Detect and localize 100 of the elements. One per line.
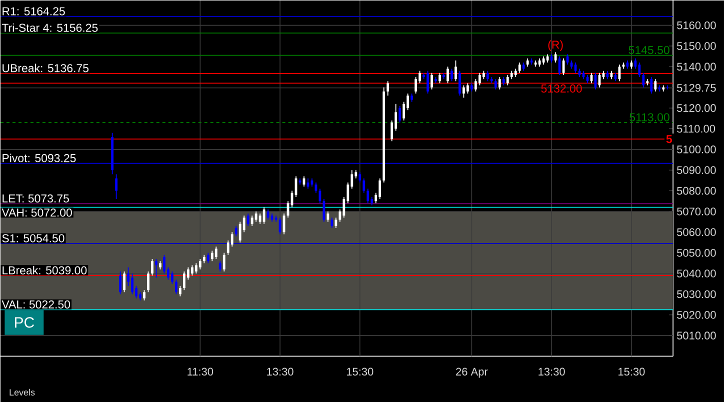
ref-line-label: 5145.50 — [628, 46, 670, 54]
candlestick — [554, 52, 557, 63]
candlestick — [638, 62, 641, 78]
candlestick — [330, 217, 334, 228]
candlestick — [398, 105, 402, 123]
candlestick — [194, 262, 198, 274]
y-tick-label: 5020.00 — [677, 310, 716, 319]
candlestick — [362, 178, 366, 194]
candlestick — [246, 212, 250, 226]
y-tick-label: 5120.00 — [677, 104, 716, 112]
y-tick-label: 5010.00 — [677, 332, 716, 340]
candlestick — [143, 290, 146, 301]
y-tick-label: 5160.00 — [677, 21, 716, 30]
annotation: 5 — [666, 134, 672, 143]
candlestick — [131, 272, 134, 295]
candlestick — [458, 70, 461, 96]
y-tick-label: 5060.00 — [677, 228, 716, 236]
y-tick-label: 5150.00 — [677, 42, 716, 50]
candlestick — [222, 252, 226, 272]
x-tick-label: 26 Apr — [456, 368, 488, 378]
candlestick — [179, 285, 182, 297]
y-tick-label: 5129.75 — [677, 84, 716, 92]
candlestick — [175, 279, 178, 295]
candlestick — [498, 76, 501, 90]
text: PC — [15, 316, 34, 328]
y-tick-label: 5140.00 — [677, 62, 716, 70]
candlestick — [115, 174, 118, 200]
text: Levels — [10, 388, 35, 396]
x-tick-label: 11:30 — [188, 368, 214, 376]
ref-line-label: LBreak: 5039.00 — [2, 266, 87, 274]
candlestick — [414, 76, 417, 94]
candlestick — [466, 82, 469, 94]
candlestick — [250, 215, 254, 226]
candlestick — [163, 254, 166, 274]
y-tick-label: 5090.00 — [677, 166, 716, 174]
annotation: (R) — [548, 40, 563, 51]
ref-line-label: 5113.00 — [630, 113, 670, 122]
y-tick-label: 5080.00 — [677, 186, 716, 195]
candlestick — [462, 84, 465, 98]
candlestick — [198, 258, 202, 270]
candlestick — [518, 62, 521, 74]
candlestick — [326, 210, 330, 222]
candlestick — [254, 210, 258, 222]
ref-line-label: S1: 5054.50 — [2, 234, 64, 242]
candlestick — [171, 270, 174, 284]
ref-line-label: VAH: 5072.00 — [2, 208, 72, 217]
candlestick — [642, 72, 645, 88]
candlestick — [386, 80, 390, 96]
candlestick — [262, 206, 266, 224]
candlestick — [151, 258, 154, 276]
candlestick — [654, 78, 657, 92]
candlestick — [147, 270, 150, 292]
candlestick — [426, 70, 429, 94]
candlestick — [190, 264, 194, 276]
ref-line-label: VAL: 5022.50 — [2, 300, 70, 308]
candlestick — [650, 76, 653, 94]
candlestick — [238, 221, 242, 243]
ref-line-label: R1: 5164.25 — [2, 7, 65, 16]
candlestick — [366, 188, 370, 204]
candlestick — [438, 72, 441, 84]
y-tick-label: 5110.00 — [677, 124, 716, 133]
x-tick-label: 15:30 — [618, 368, 645, 376]
candlestick — [430, 72, 433, 90]
candlestick — [450, 68, 453, 82]
ref-line-label: 5132.00 — [541, 84, 582, 92]
x-tick-label: 13:30 — [538, 368, 565, 376]
candlestick — [206, 252, 210, 264]
candlestick — [155, 258, 158, 278]
candlestick — [214, 246, 218, 260]
candlestick — [210, 250, 214, 262]
candlestick — [234, 225, 238, 237]
candlestick — [474, 78, 477, 92]
candlestick — [123, 270, 126, 292]
x-tick-label: 15:30 — [346, 368, 374, 376]
candlestick — [334, 217, 338, 228]
candlestick — [182, 270, 186, 290]
candlestick — [258, 212, 262, 224]
candlestick — [358, 172, 362, 183]
candlestick — [446, 66, 449, 84]
ref-line-label: UBreak: 5136.75 — [2, 64, 89, 72]
y-tick-label: 5100.00 — [677, 145, 716, 154]
candlestick — [378, 178, 382, 200]
candlestick — [618, 64, 621, 82]
candlestick — [454, 60, 457, 82]
candlestick — [218, 260, 222, 272]
candlestick — [666, 84, 669, 90]
candlestick — [494, 78, 497, 90]
ref-line-label: Tri-Star 4: 5156.25 — [2, 23, 98, 32]
candlestick — [506, 74, 509, 86]
ref-line-label: Pivot: 5093.25 — [2, 154, 76, 162]
candlestick — [486, 70, 489, 82]
x-tick-label: 13:30 — [267, 368, 294, 376]
y-tick-label: 5050.00 — [677, 248, 716, 257]
y-tick-label: 5040.00 — [677, 270, 716, 278]
candlestick — [478, 72, 481, 86]
y-tick-label: 5070.00 — [677, 207, 716, 216]
y-tick-label: 5030.00 — [677, 290, 716, 298]
candlestick — [119, 270, 122, 295]
ref-line-label: LET: 5073.75 — [2, 194, 69, 202]
candlestick — [558, 56, 561, 76]
